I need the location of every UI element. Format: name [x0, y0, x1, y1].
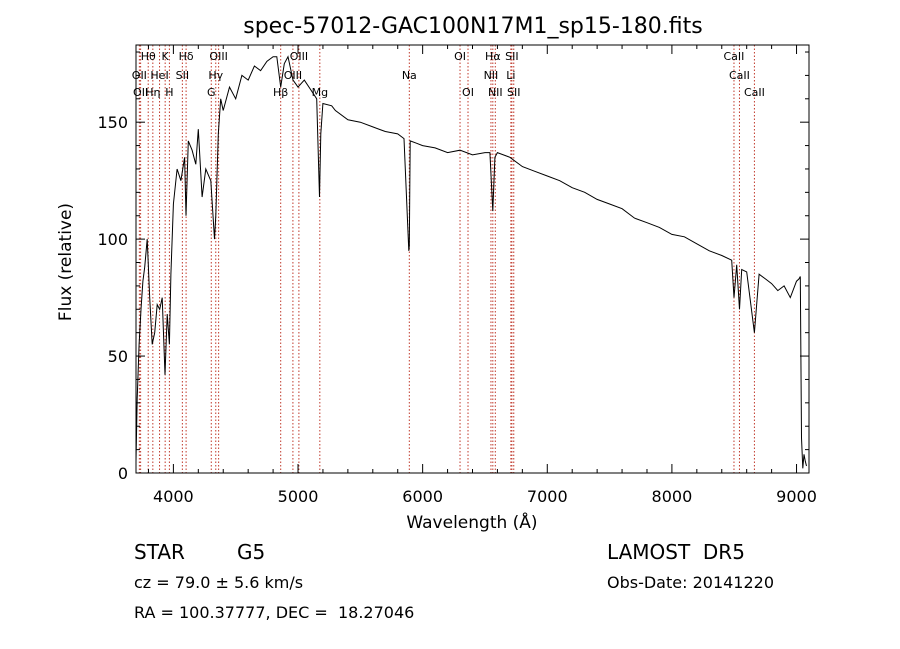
reference-lines: [138, 45, 755, 473]
x-axis: 4000 5000 6000 7000 8000 9000: [147, 45, 817, 506]
reference-line-label: SII: [507, 86, 520, 99]
reference-line-labels: Hθ K Hδ OIII OIII OI Hα SII CaII OII HeI SII Hγ OIII N…: [132, 50, 765, 99]
reference-line-label: NII: [488, 86, 503, 99]
x-axis-label: Wavelength (Å): [406, 511, 537, 533]
reference-line-label: Hη: [145, 86, 160, 99]
object-subclass-label: G5: [237, 540, 266, 564]
reference-line-label: CaII: [729, 69, 750, 82]
reference-line-label: Li: [506, 69, 515, 82]
reference-line-label: OIII: [290, 50, 308, 63]
survey-label: LAMOST DR5: [607, 540, 745, 564]
y-tick-label: 50: [108, 347, 128, 366]
reference-line-label: OIII: [209, 50, 227, 63]
reference-line-label: OI: [454, 50, 466, 63]
reference-line-label: Hγ: [208, 69, 223, 82]
reference-line-label: Hθ: [141, 50, 156, 63]
plot-frame: [135, 44, 810, 474]
x-tick-label: 5000: [278, 487, 319, 506]
reference-line-label: Na: [402, 69, 417, 82]
reference-line-label: CaII: [744, 86, 765, 99]
object-class-label: STAR: [134, 540, 185, 564]
y-axis: 0 50 100 150: [97, 51, 809, 483]
y-axis-label: Flux (relative): [56, 203, 76, 321]
reference-line-label: H: [165, 86, 173, 99]
x-tick-label: 7000: [527, 487, 568, 506]
obs-date-label: Obs-Date: 20141220: [607, 573, 775, 592]
reference-line-label: Hβ: [273, 86, 288, 99]
y-tick-label: 0: [118, 464, 128, 483]
x-tick-label: 6000: [402, 487, 443, 506]
reference-line-label: Hδ: [179, 50, 194, 63]
chart-title: spec-57012-GAC100N17M1_sp15-180.fits: [243, 14, 703, 39]
reference-line-label: K: [162, 50, 170, 63]
reference-line-label: OI: [462, 86, 474, 99]
x-tick-label: 4000: [153, 487, 194, 506]
reference-line-label: NII: [484, 69, 499, 82]
reference-line-label: Hα: [485, 50, 501, 63]
reference-line-label: OIII: [284, 69, 302, 82]
reference-line-label: G: [207, 86, 216, 99]
y-tick-label: 100: [97, 230, 128, 249]
redshift-label: cz = 79.0 ± 5.6 km/s: [134, 573, 304, 592]
reference-line-label: Mg: [312, 86, 328, 99]
reference-line-label: HeI: [150, 69, 168, 82]
reference-line-label: SII: [176, 69, 189, 82]
reference-line-label: OII: [133, 86, 148, 99]
reference-line-label: SII: [505, 50, 518, 63]
x-tick-label: 9000: [776, 487, 817, 506]
reference-line-label: CaII: [724, 50, 745, 63]
coordinates-label: RA = 100.37777, DEC = 18.27046: [134, 603, 415, 622]
y-tick-label: 150: [97, 113, 128, 132]
x-tick-label: 8000: [652, 487, 693, 506]
spectrum-line: [135, 55, 807, 469]
